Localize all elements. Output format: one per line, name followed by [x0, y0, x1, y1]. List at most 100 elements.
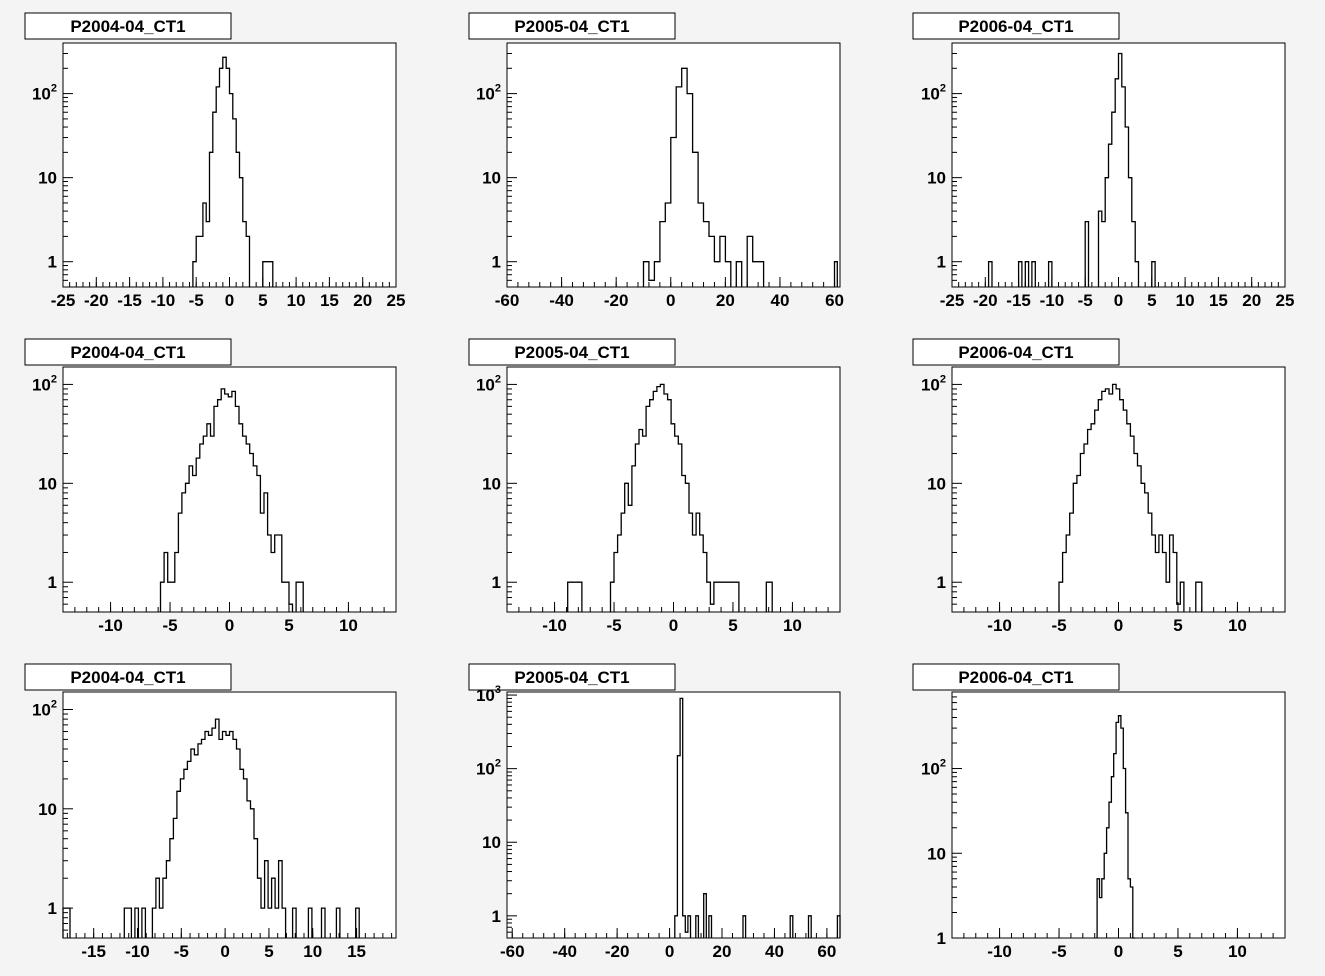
y-tick-label: 102 [921, 83, 946, 104]
x-tick-label: -20 [84, 291, 109, 310]
histogram-panel-1: P2004-04_CT1 -25 -20 -15 -10 -5 0 5 10 15 20 25 1 10 1… [24, 12, 405, 310]
x-tick-label: 5 [728, 616, 737, 635]
x-tick-label: -20 [605, 942, 630, 961]
x-tick-label: 40 [770, 291, 789, 310]
x-tick-label: -5 [162, 616, 177, 635]
x-tick-label: 0 [225, 291, 234, 310]
panel-title: P2005-04_CT1 [514, 668, 629, 687]
histogram-panel-8: P2005-04_CT1 -60 -40 -20 0 20 40 60 1 10 102 103 [468, 663, 841, 961]
plot-frame [951, 42, 1286, 288]
panel-title: P2005-04_CT1 [514, 343, 629, 362]
title-box [912, 663, 1120, 691]
x-tick-label: 20 [1242, 291, 1261, 310]
x-tick-label: -15 [81, 942, 106, 961]
plot-frame [506, 366, 841, 613]
x-tick-label: -5 [1051, 942, 1066, 961]
x-tick-label: -20 [973, 291, 998, 310]
histogram-panel-2: P2005-04_CT1 -60 -40 -20 0 20 40 60 1 10 102 [468, 12, 844, 310]
histogram-series [1096, 715, 1136, 939]
x-tick-label: 60 [817, 942, 836, 961]
histogram-series [1058, 383, 1203, 612]
x-tick-label: 5 [1173, 942, 1182, 961]
title-box [24, 338, 232, 366]
plot-frame [951, 691, 1286, 939]
y-tick-label: 103 [476, 684, 501, 705]
x-tick-label: 0 [1114, 291, 1123, 310]
plot-frame [506, 42, 841, 288]
y-tick-label: 1 [937, 573, 946, 592]
histogram-series [192, 56, 274, 287]
x-tick-label: 0 [665, 942, 674, 961]
x-tick-label: 10 [783, 616, 802, 635]
x-tick-label: 5 [1173, 616, 1182, 635]
y-tick-label: 10 [482, 833, 501, 852]
x-tick-label: 10 [1176, 291, 1195, 310]
x-tick-label: -5 [1051, 616, 1066, 635]
y-tick-label: 1 [48, 899, 57, 918]
title-box [24, 12, 232, 40]
x-tick-label: -10 [1040, 291, 1065, 310]
title-box [468, 12, 676, 40]
x-tick-label: -5 [606, 616, 621, 635]
y-tick-label: 10 [38, 800, 57, 819]
plot-frame [951, 366, 1286, 613]
x-tick-label: 5 [1147, 291, 1156, 310]
x-tick-label: 20 [716, 291, 735, 310]
panel-title: P2005-04_CT1 [514, 17, 629, 36]
x-tick-label: 5 [284, 616, 293, 635]
y-tick-label: 1 [937, 253, 946, 272]
x-tick-label: -60 [495, 291, 520, 310]
title-box [912, 12, 1120, 40]
histogram-series [62, 718, 360, 938]
histogram-series [674, 697, 841, 938]
x-tick-label: 0 [225, 616, 234, 635]
title-box [912, 338, 1120, 366]
y-tick-label: 1 [48, 573, 57, 592]
x-tick-label: 40 [765, 942, 784, 961]
y-tick-label: 1 [937, 929, 946, 948]
y-tick-label: 102 [476, 758, 501, 779]
y-tick-label: 1 [492, 253, 501, 272]
x-tick-label: -25 [51, 291, 76, 310]
x-tick-label: 0 [220, 942, 229, 961]
panel-title: P2006-04_CT1 [958, 17, 1073, 36]
y-tick-label: 1 [48, 253, 57, 272]
y-tick-label: 102 [32, 698, 57, 719]
histogram-panel-6: P2006-04_CT1 -10 -5 0 5 10 1 10 102 [912, 338, 1286, 635]
x-tick-label: 0 [669, 616, 678, 635]
panel-title: P2006-04_CT1 [958, 343, 1073, 362]
x-tick-label: 10 [339, 616, 358, 635]
x-tick-label: 0 [666, 291, 675, 310]
panel-title: P2004-04_CT1 [70, 668, 185, 687]
histogram-series [642, 67, 838, 287]
histogram-panel-4: P2004-04_CT1 -10 -5 0 5 10 1 10 102 [24, 338, 397, 635]
y-tick-label: 102 [32, 373, 57, 394]
x-tick-label: 10 [303, 942, 322, 961]
x-tick-label: -10 [987, 616, 1012, 635]
y-tick-label: 10 [38, 169, 57, 188]
y-tick-label: 102 [921, 758, 946, 779]
x-tick-label: 60 [825, 291, 844, 310]
x-tick-label: -10 [542, 616, 567, 635]
y-tick-label: 10 [927, 169, 946, 188]
y-tick-label: 102 [32, 83, 57, 104]
y-tick-label: 1 [492, 573, 501, 592]
plot-frame [62, 691, 397, 939]
title-box [468, 663, 676, 691]
x-tick-label: -5 [189, 291, 204, 310]
y-tick-label: 10 [482, 169, 501, 188]
x-tick-label: -40 [549, 291, 574, 310]
y-tick-label: 102 [476, 83, 501, 104]
y-tick-label: 10 [927, 844, 946, 863]
x-tick-label: 5 [258, 291, 267, 310]
x-tick-label: -10 [151, 291, 176, 310]
x-tick-label: 0 [1114, 616, 1123, 635]
x-tick-label: 15 [347, 942, 366, 961]
x-tick-label: -5 [174, 942, 189, 961]
histogram-series [159, 388, 304, 612]
x-tick-label: 10 [1228, 942, 1247, 961]
x-tick-label: -60 [500, 942, 525, 961]
y-tick-label: 102 [921, 373, 946, 394]
histogram-panel-3: P2006-04_CT1 -25 -20 -15 -10 -5 0 5 10 15 20 25 1 10 1… [912, 12, 1294, 310]
x-tick-label: -20 [604, 291, 629, 310]
